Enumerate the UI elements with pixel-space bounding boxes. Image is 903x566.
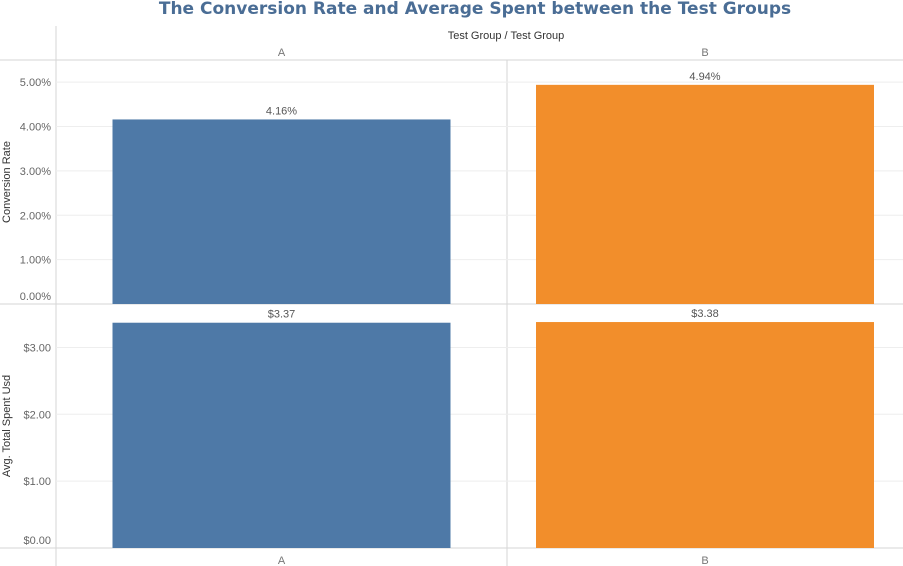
column-header-a: A [278,47,286,59]
data-label-b: 4.94% [689,71,720,83]
y-tick-label: 4.00% [20,122,51,134]
x-tick-label-b: B [701,555,708,566]
bar-a [112,119,451,305]
bar-b [536,84,874,305]
column-header: Test Group / Test Group [448,30,565,42]
y-tick-label: $3.00 [23,342,51,354]
column-header-b: B [701,47,708,59]
y-axis-title: Conversion Rate [1,141,13,223]
data-label-b: $3.38 [691,308,719,320]
chart-body: A A B B 0.00% 1.00% 2.00% 3.00% 4.00% 5.00% Conver… [0,26,903,566]
y-tick-label: $0.00 [23,535,51,547]
y-axis-title: Avg. Total Spent Usd [1,375,13,477]
y-tick-label: 1.00% [20,255,51,267]
x-tick-label-a: A [278,555,286,566]
y-tick-label: 5.00% [20,77,51,89]
y-tick-label: $2.00 [23,409,51,421]
chart-title: The Conversion Rate and Average Spent be… [159,0,791,19]
data-label-a: $3.37 [268,309,296,321]
y-tick-label: 3.00% [20,166,51,178]
bar-b [536,322,874,548]
y-tick-label: 0.00% [20,291,51,303]
y-tick-label: $1.00 [23,476,51,488]
bar-a [112,322,451,548]
y-tick-label: 2.00% [20,210,51,222]
data-label-a: 4.16% [266,105,297,117]
